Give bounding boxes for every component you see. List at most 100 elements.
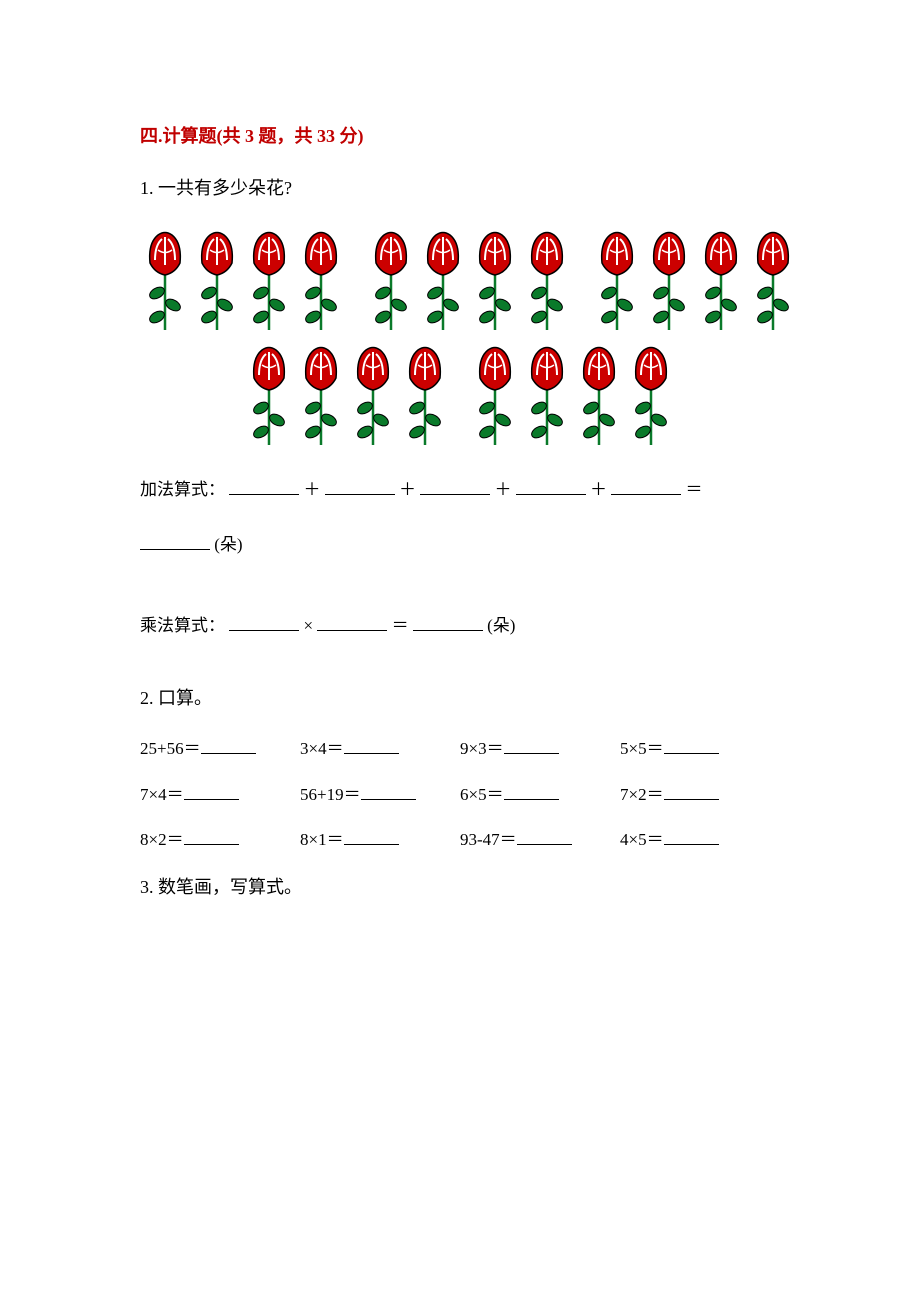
calc-blank[interactable] xyxy=(184,827,239,845)
rose-icon xyxy=(418,225,468,335)
calc-expression: 8×1＝ xyxy=(300,830,344,849)
rose-icon xyxy=(244,340,294,450)
plus-1: ＋ xyxy=(304,480,321,499)
addition-unit: (朵) xyxy=(214,535,242,554)
calc-item: 5×5＝ xyxy=(620,734,780,765)
question-1: 1. 一共有多少朵花? xyxy=(140,172,780,204)
addition-result-line: (朵) xyxy=(140,530,780,561)
addition-blank-4[interactable] xyxy=(516,475,586,495)
plus-4: ＋ xyxy=(590,480,607,499)
plus-3: ＋ xyxy=(495,480,512,499)
calc-item: 6×5＝ xyxy=(460,780,620,811)
flower-group xyxy=(140,225,346,335)
calc-blank[interactable] xyxy=(361,782,416,800)
calc-item: 25+56＝ xyxy=(140,734,300,765)
calc-item: 93-47＝ xyxy=(460,825,620,856)
calc-expression: 93-47＝ xyxy=(460,830,517,849)
calc-blank[interactable] xyxy=(664,827,719,845)
addition-blank-2[interactable] xyxy=(325,475,395,495)
calc-expression: 5×5＝ xyxy=(620,739,664,758)
calc-item: 3×4＝ xyxy=(300,734,460,765)
q1-text: 一共有多少朵花? xyxy=(158,178,292,198)
calc-item: 8×1＝ xyxy=(300,825,460,856)
equals-mult: ＝ xyxy=(392,616,409,635)
rose-icon xyxy=(366,225,416,335)
calc-blank[interactable] xyxy=(344,736,399,754)
rose-icon xyxy=(626,340,676,450)
calc-grid: 25+56＝ 3×4＝ 9×3＝ 5×5＝ 7×4＝ 56+19＝ 6×5＝ 7… xyxy=(140,734,780,856)
mult-blank-1[interactable] xyxy=(229,611,299,631)
calc-expression: 56+19＝ xyxy=(300,785,361,804)
rose-icon xyxy=(644,225,694,335)
addition-blank-1[interactable] xyxy=(229,475,299,495)
calc-expression: 8×2＝ xyxy=(140,830,184,849)
rose-icon xyxy=(522,225,572,335)
q2-text: 口算。 xyxy=(158,688,212,708)
calc-expression: 3×4＝ xyxy=(300,739,344,758)
q2-number: 2. xyxy=(140,688,154,708)
rose-icon xyxy=(296,340,346,450)
calc-item: 7×2＝ xyxy=(620,780,780,811)
rose-icon xyxy=(696,225,746,335)
rose-icon xyxy=(470,340,520,450)
calc-expression: 25+56＝ xyxy=(140,739,201,758)
addition-blank-5[interactable] xyxy=(611,475,681,495)
plus-2: ＋ xyxy=(399,480,416,499)
addition-blank-3[interactable] xyxy=(420,475,490,495)
calc-item: 9×3＝ xyxy=(460,734,620,765)
rose-icon xyxy=(192,225,242,335)
calc-blank[interactable] xyxy=(184,782,239,800)
calc-expression: 7×4＝ xyxy=(140,785,184,804)
calc-row: 8×2＝ 8×1＝ 93-47＝ 4×5＝ xyxy=(140,825,780,856)
addition-result-blank[interactable] xyxy=(140,530,210,550)
calc-expression: 6×5＝ xyxy=(460,785,504,804)
flower-group xyxy=(592,225,798,335)
addition-formula: 加法算式： ＋ ＋ ＋ ＋ ＝ xyxy=(140,475,780,506)
q1-number: 1. xyxy=(140,178,154,198)
rose-icon xyxy=(400,340,450,450)
calc-expression: 4×5＝ xyxy=(620,830,664,849)
rose-icon xyxy=(470,225,520,335)
calc-row: 7×4＝ 56+19＝ 6×5＝ 7×2＝ xyxy=(140,780,780,811)
times: × xyxy=(304,616,314,635)
calc-blank[interactable] xyxy=(504,736,559,754)
mult-blank-3[interactable] xyxy=(413,611,483,631)
rose-icon xyxy=(140,225,190,335)
calc-item: 4×5＝ xyxy=(620,825,780,856)
q3-text: 数笔画，写算式。 xyxy=(158,877,302,897)
calc-blank[interactable] xyxy=(504,782,559,800)
flower-group xyxy=(244,340,450,450)
calc-blank[interactable] xyxy=(517,827,572,845)
flower-row-2 xyxy=(140,340,780,450)
flower-group xyxy=(470,340,676,450)
mult-blank-2[interactable] xyxy=(317,611,387,631)
rose-icon xyxy=(592,225,642,335)
multiplication-formula: 乘法算式： × ＝ (朵) xyxy=(140,611,780,642)
rose-icon xyxy=(574,340,624,450)
addition-label: 加法算式： xyxy=(140,480,225,499)
calc-blank[interactable] xyxy=(664,782,719,800)
calc-expression: 7×2＝ xyxy=(620,785,664,804)
calc-blank[interactable] xyxy=(664,736,719,754)
calc-blank[interactable] xyxy=(201,736,256,754)
rose-icon xyxy=(244,225,294,335)
mult-unit: (朵) xyxy=(487,616,515,635)
multiplication-label: 乘法算式： xyxy=(140,616,225,635)
section-title: 四.计算题(共 3 题，共 33 分) xyxy=(140,120,780,152)
calc-expression: 9×3＝ xyxy=(460,739,504,758)
rose-icon xyxy=(748,225,798,335)
calc-item: 8×2＝ xyxy=(140,825,300,856)
flower-row-1 xyxy=(140,225,780,335)
rose-icon xyxy=(348,340,398,450)
q3-number: 3. xyxy=(140,877,154,897)
flower-illustration xyxy=(140,225,780,450)
question-3: 3. 数笔画，写算式。 xyxy=(140,871,780,903)
rose-icon xyxy=(296,225,346,335)
rose-icon xyxy=(522,340,572,450)
calc-row: 25+56＝ 3×4＝ 9×3＝ 5×5＝ xyxy=(140,734,780,765)
flower-group xyxy=(366,225,572,335)
calc-item: 56+19＝ xyxy=(300,780,460,811)
question-2: 2. 口算。 xyxy=(140,682,780,714)
calc-item: 7×4＝ xyxy=(140,780,300,811)
calc-blank[interactable] xyxy=(344,827,399,845)
